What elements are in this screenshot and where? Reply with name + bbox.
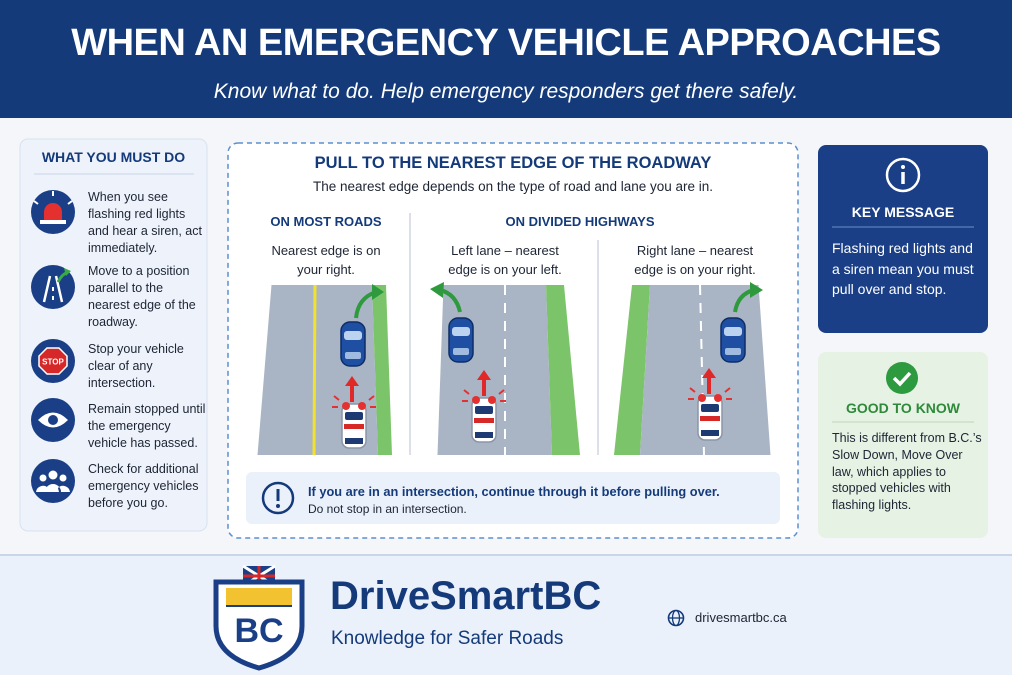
header-band — [0, 0, 1012, 118]
must-do-item: When you see flashing red lights and hea… — [88, 190, 202, 255]
must-do-item: Stop your vehicle clear of any intersect… — [88, 342, 184, 390]
icon-info — [885, 157, 921, 193]
good-panel — [818, 352, 988, 538]
center-subheading: The nearest edge depends on the type of … — [312, 179, 714, 194]
stop-icon-label: STOP — [42, 358, 64, 367]
panel-text: Right lane – nearest edge is on your rig… — [634, 243, 756, 277]
brand: DriveSmartBC — [330, 574, 602, 618]
logo-shield: BC — [213, 564, 305, 671]
good-heading: GOOD TO KNOW — [845, 400, 961, 416]
must-do-item: Move to a position parallel to the neare… — [88, 264, 196, 329]
icon-warning — [261, 481, 295, 515]
panel-text: Nearest edge is on your right. — [271, 243, 381, 277]
icon-road — [31, 265, 75, 309]
icon-siren — [31, 190, 75, 234]
subtitle: Know what to do. Help emergency responde… — [213, 80, 799, 103]
section-title: ON MOST ROADS — [270, 214, 382, 229]
good-text: This is different from B.C.’s Slow Down,… — [832, 431, 982, 513]
must-do-item: Remain stopped until the emergency vehic… — [88, 402, 206, 450]
icon-check — [886, 362, 918, 394]
car — [340, 321, 366, 367]
key-panel — [818, 145, 988, 333]
website[interactable]: drivesmartbc.ca — [695, 610, 787, 625]
key-heading: KEY MESSAGE — [851, 204, 955, 220]
note-text: Do not stop in an intersection. — [308, 502, 467, 516]
road-most-roads — [254, 284, 392, 456]
note-title: If you are in an intersection, continue … — [308, 484, 720, 499]
key-text: Flashing red lights and a siren mean you… — [832, 240, 974, 297]
footer-band — [0, 555, 1012, 675]
road-left-lane — [430, 282, 580, 456]
logo-text: BC — [234, 612, 283, 650]
center-heading: PULL TO THE NEAREST EDGE OF THE ROADWAY — [314, 154, 712, 172]
icon-stop: STOP — [31, 339, 75, 383]
car — [720, 317, 746, 363]
must-do-heading: WHAT YOU MUST DO — [41, 149, 186, 165]
road-right-lane — [614, 282, 774, 456]
panel-text: Left lane – nearest edge is on your left… — [448, 243, 562, 277]
tagline: Knowledge for Safer Roads — [331, 628, 564, 649]
title: WHEN AN EMERGENCY VEHICLE APPROACHES — [71, 22, 941, 64]
must-do-item: Check for additional emergency vehicles … — [88, 462, 199, 510]
car — [448, 317, 474, 363]
icon-people — [31, 459, 75, 503]
icon-eye — [31, 398, 75, 442]
note-box — [246, 472, 780, 524]
icon-globe — [667, 609, 685, 627]
section-title: ON DIVIDED HIGHWAYS — [505, 214, 655, 229]
